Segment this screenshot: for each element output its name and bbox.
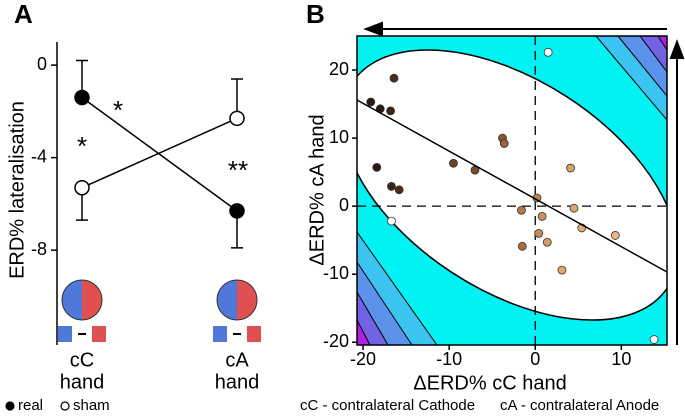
y-tick-label: -10 [323,263,349,283]
y-tick-label: 20 [329,59,349,79]
point [372,162,382,172]
marker [74,89,90,106]
point [542,237,552,247]
point [387,182,396,191]
y-tick-label: -4 [31,146,47,166]
fit-line [356,99,668,273]
legend-marker [5,401,15,411]
x-tick-label: 10 [611,349,631,369]
point [394,185,404,195]
y-axis-title: ΔERD% cA hand [306,114,328,265]
x-tick-label: -20 [350,349,376,369]
head-icons [58,279,261,342]
y-tick-label: 0 [339,195,349,215]
y-tick-label: 0 [37,54,47,74]
point [610,231,620,240]
x-tick-label: cA [225,349,249,371]
marker [74,179,90,196]
note: cA - contralateral Anode [500,397,659,414]
note: cC - contralateral Cathode [300,397,475,414]
point [386,106,395,116]
point [517,205,526,215]
point [449,158,458,168]
annotation: * [113,95,123,125]
x-tick-label: 0 [530,349,540,369]
point [566,163,575,173]
marker [229,110,245,127]
x-axis-title: ΔERD% cC hand [413,372,566,394]
point [569,203,579,213]
point [543,47,553,57]
point [537,211,547,221]
x-tick-label: hand [60,371,105,393]
panel-label: A [14,0,33,29]
point [557,265,567,275]
y-tick-label: 10 [329,127,349,147]
x-tick-label: hand [215,371,260,393]
density-background [357,36,667,345]
x-tick-label: -10 [436,349,462,369]
x-tick-label: cC [70,349,94,371]
point [517,241,527,251]
panel-label: B [306,0,325,29]
legend-label: real [18,397,43,414]
annotation: * [77,131,87,161]
marker [229,203,245,219]
point [534,228,544,238]
direction-arrows [363,21,685,345]
point [499,139,509,148]
series-line [81,117,238,189]
series-line [81,96,238,212]
annotation: ** [228,155,248,185]
point [387,216,396,226]
point [389,73,399,83]
point [649,335,659,344]
point [366,97,376,107]
scatter-layer [357,36,667,345]
y-tick-label: -20 [323,331,349,351]
y-tick-label: -8 [31,239,47,259]
legend-label: sham [73,397,110,414]
legend-marker [60,401,70,411]
plot-frame [356,35,668,346]
y-axis-title: ERD% lateralisation [6,101,28,279]
